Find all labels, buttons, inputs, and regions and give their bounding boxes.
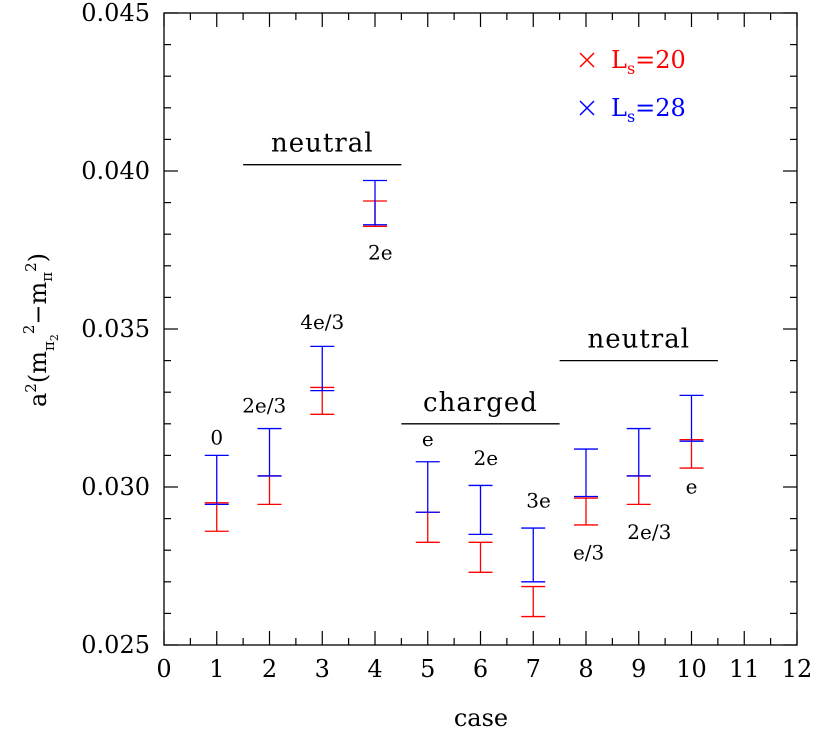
x-tick-label: 6 bbox=[473, 655, 488, 683]
x-tick-label: 8 bbox=[578, 655, 593, 683]
x-tick-label: 11 bbox=[729, 655, 760, 683]
group-label: neutral bbox=[587, 325, 690, 355]
x-tick-label: 0 bbox=[156, 655, 171, 683]
y-tick-label: 0.030 bbox=[81, 473, 150, 501]
point-annotation: 0 bbox=[210, 425, 223, 449]
legend: Ls=20 Ls=28 bbox=[579, 46, 686, 126]
legend-label: Ls=28 bbox=[611, 94, 686, 126]
y-tick-label: 0.025 bbox=[81, 631, 150, 659]
group-label: neutral bbox=[271, 129, 374, 159]
error-bars bbox=[204, 179, 704, 618]
group-label: charged bbox=[423, 388, 538, 418]
x-tick-label: 3 bbox=[315, 655, 330, 683]
point-annotation: e bbox=[422, 427, 434, 451]
x-tick-label: 5 bbox=[420, 655, 435, 683]
x-tick-label: 2 bbox=[262, 655, 277, 683]
point-annotation: 2e/3 bbox=[627, 520, 671, 544]
x-tick-label: 9 bbox=[631, 655, 646, 683]
point-annotation: 2e/3 bbox=[242, 394, 286, 418]
y-tick-label: 0.040 bbox=[81, 157, 150, 185]
x-tick-label: 1 bbox=[209, 655, 224, 683]
y-tick-label: 0.045 bbox=[81, 0, 150, 27]
x-tick-label: 10 bbox=[676, 655, 707, 683]
point-annotation: e/3 bbox=[573, 541, 604, 565]
x-axis-label: case bbox=[454, 704, 508, 732]
tick-labels: 0 1 2 3 4 5 6 7 8 9 10 11 120.0250.0300.0350.0400.04… bbox=[81, 0, 812, 683]
point-annotation: 2e bbox=[368, 240, 393, 264]
x-tick-label: 4 bbox=[367, 655, 382, 683]
point-annotation: e bbox=[686, 474, 698, 498]
y-axis-label: a2(mπ22−mπ2) bbox=[20, 253, 61, 407]
x-tick-label: 12 bbox=[782, 655, 813, 683]
legend-label: Ls=20 bbox=[611, 46, 686, 78]
point-annotation: 4e/3 bbox=[300, 310, 344, 334]
ticks bbox=[163, 12, 798, 646]
point-annotation: 2e bbox=[473, 446, 498, 470]
point-annotation: 3e bbox=[526, 489, 551, 513]
y-tick-label: 0.035 bbox=[81, 315, 150, 343]
legend-marker bbox=[579, 100, 595, 116]
group-labels: neutral charged neutral bbox=[243, 129, 718, 425]
legend-marker bbox=[579, 52, 595, 68]
annotations: 0 2e/3 4e/3 2e e 2e 3e e/3 2e/3 e bbox=[210, 240, 697, 564]
x-tick-label: 7 bbox=[526, 655, 541, 683]
